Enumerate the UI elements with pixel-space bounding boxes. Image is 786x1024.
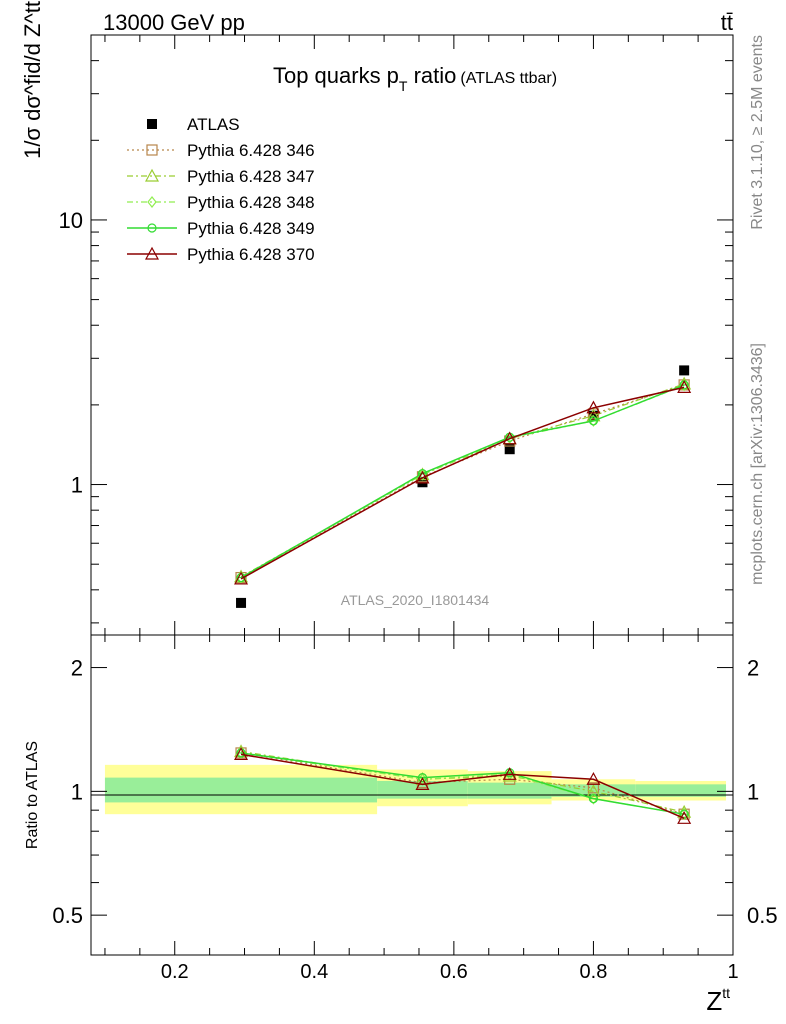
series-0-point-2 [504, 444, 515, 455]
ratio-series-group [234, 744, 692, 824]
xtick-label-1: 0.4 [300, 961, 328, 983]
mcplots-label: mcplots.cern.ch [arXiv:1306.3436] [749, 343, 766, 585]
legend-label-5: Pythia 6.428 370 [187, 245, 315, 264]
ratio-ytick-label-left-0: 0.5 [52, 903, 83, 928]
ratio-series-2-point-3 [588, 792, 599, 805]
series-line-4 [240, 384, 685, 579]
ratio-stat-band-0 [104, 777, 378, 803]
ratio-series-line-4 [240, 753, 685, 819]
ratio-ylabel: Ratio to ATLAS [24, 741, 41, 849]
legend-label-4: Pythia 6.428 349 [187, 219, 315, 238]
series-2 [234, 376, 692, 583]
ratio-series-4-point-1 [415, 777, 430, 790]
ratio-ytick-label-right-0: 0.5 [747, 903, 778, 928]
ratio-series-4 [234, 747, 692, 824]
legend-entry-4: Pythia 6.428 349 [127, 219, 315, 238]
legend-entry-2: Pythia 6.428 347 [127, 167, 315, 186]
x-axis-label-main: Z [706, 986, 722, 1016]
xtick-label-3: 0.8 [580, 961, 608, 983]
ratio-frame [90, 634, 734, 956]
analysis-label: ATLAS_2020_I1801434 [341, 592, 490, 608]
series-5-point-1 [415, 470, 430, 484]
main-ylabel: 1/σ dσ^fid/d Z^tt [20, 1, 45, 159]
ratio-series-4-point-4 [677, 811, 692, 824]
main-ylabel-text: 1/σ dσ^fid/d Z^tt [20, 1, 45, 159]
legend-marker-1 [146, 144, 158, 156]
legend-entry-3: Pythia 6.428 348 [127, 193, 315, 212]
main-ytick-label-1: 10 [59, 208, 83, 233]
xtick-label-4: 1 [727, 961, 738, 983]
series-0-point-0 [236, 597, 247, 608]
ratio-series-1-point-3 [586, 784, 601, 797]
series-line-2 [240, 383, 685, 578]
x-axis-label: Ztt [706, 985, 730, 1016]
main-title-suffix: ratio [407, 63, 456, 88]
ratio-stat-band-4 [635, 784, 727, 797]
series-line-1 [240, 384, 685, 579]
series-4 [236, 380, 689, 583]
legend-label-0: ATLAS [187, 115, 240, 134]
main-subtitle: (ATLAS ttbar) [460, 70, 557, 87]
legend-label-1: Pythia 6.428 346 [187, 141, 315, 160]
ratio-ytick-label-right-1: 1 [747, 779, 759, 804]
ratio-bands [104, 764, 727, 815]
legend-marker-5 [144, 246, 160, 260]
legend-label-3: Pythia 6.428 348 [187, 193, 315, 212]
legend-entry-0: ATLAS [147, 115, 240, 134]
main-title-sub: T [399, 78, 408, 94]
main-ytick-label-0: 1 [71, 473, 83, 498]
process-label: tt̄ [721, 10, 733, 35]
series-5-point-0 [234, 571, 249, 585]
xtick-label-0: 0.2 [161, 961, 189, 983]
series-line-3 [240, 384, 685, 579]
series-5 [234, 380, 692, 585]
legend-marker-3 [147, 196, 157, 208]
legend-entry-1: Pythia 6.428 346 [127, 141, 315, 160]
series-line-5 [240, 386, 685, 580]
energy-label: 13000 GeV pp [103, 10, 245, 35]
legend-label-2: Pythia 6.428 347 [187, 167, 315, 186]
ratio-stat-band-2 [467, 782, 552, 799]
rivet-label: Rivet 3.1.10, ≥ 2.5M events [749, 35, 766, 230]
xtick-label-2: 0.6 [440, 961, 468, 983]
legend: ATLAS Pythia 6.428 346 Pythia 6.428 347 Pyt… [127, 115, 315, 264]
ratio-ytick-label-right-2: 2 [747, 656, 759, 681]
series-5-point-3 [586, 400, 601, 414]
series-0-point-4 [679, 365, 690, 376]
main-series-group [234, 365, 692, 608]
ratio-ytick-label-left-1: 1 [71, 779, 83, 804]
ratio-series-2-point-4 [679, 808, 689, 821]
ratio-ytick-label-left-2: 2 [71, 656, 83, 681]
legend-marker-2 [144, 168, 160, 182]
main-panel: 1 10 Top quarks pT ratio (ATLAS ttbar) ATL… [59, 34, 734, 636]
ratio-series-2-point-0 [236, 746, 246, 759]
series-3-point-4 [679, 379, 689, 392]
series-5-point-4 [677, 380, 692, 393]
ratio-series-4-point-3 [586, 772, 601, 785]
legend-marker-0 [147, 119, 157, 129]
series-5-point-2 [502, 431, 517, 445]
main-title: Top quarks pT ratio (ATLAS ttbar) [273, 63, 557, 94]
ratio-series-4-point-2 [502, 767, 517, 780]
ratio-panel: 0.5 0.5 1 1 2 2 0.2 0.4 0.6 0.8 1 [52, 634, 778, 983]
ratio-series-4-point-0 [234, 747, 249, 760]
x-axis-label-sup: tt [722, 985, 730, 1001]
legend-entry-5: Pythia 6.428 370 [127, 245, 315, 264]
